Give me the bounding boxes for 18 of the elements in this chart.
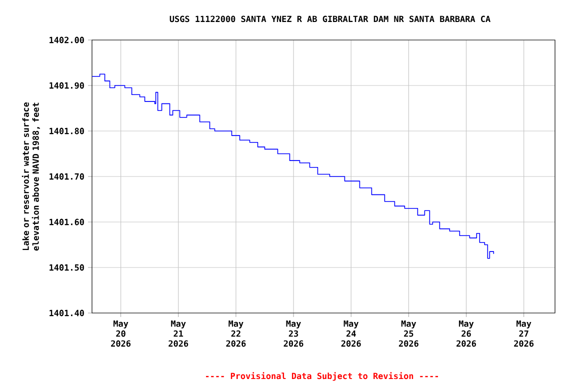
text: ---- Provisional Data Subject to Revision ---- <box>206 372 438 381</box>
x-tick-label: May 23 2026 <box>284 320 304 347</box>
chart-title: USGS 11122000 SANTA YNEZ R AB GIBRALTAR DAM NR SANTA BARBARA CA <box>170 16 490 22</box>
x-tick-label: May 24 2026 <box>341 320 361 347</box>
x-tick-label: May 20 2026 <box>111 320 131 347</box>
x-tick-label: May 22 2026 <box>226 320 246 347</box>
y-tick-label: 1401.40 <box>50 310 84 316</box>
y-tick-label: 1401.70 <box>50 173 84 180</box>
y-tick-label: 1401.50 <box>50 264 84 271</box>
y-axis-title: Lake or reservoir water surface elevation above NAVD 1988, feet <box>22 102 40 251</box>
x-tick-label: May 27 2026 <box>514 320 534 347</box>
x-tick-label: May 25 2026 <box>398 320 418 347</box>
y-tick-label: 1401.60 <box>50 218 84 226</box>
x-tick-label: May 21 2026 <box>168 320 188 347</box>
y-tick-label: 1401.80 <box>50 128 84 134</box>
x-tick-label: May 26 2026 <box>456 320 476 347</box>
y-tick-label: 1401.90 <box>50 82 84 89</box>
y-tick-label: 1402.00 <box>50 36 84 44</box>
